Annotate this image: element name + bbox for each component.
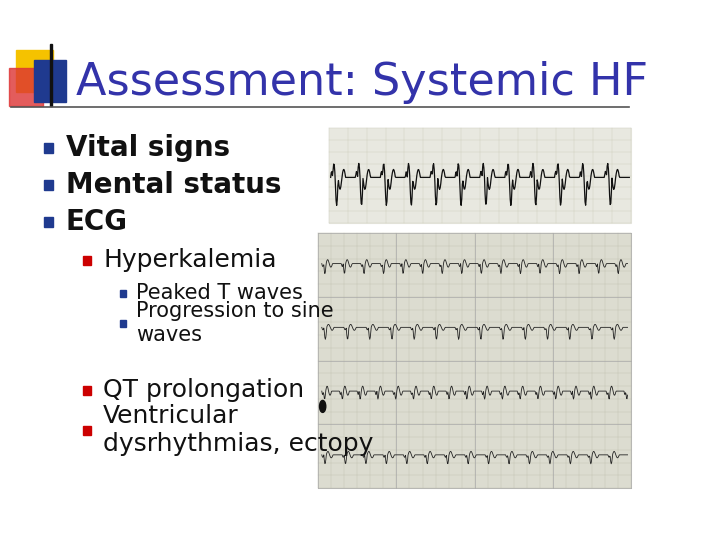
Bar bbox=[83, 386, 91, 395]
Bar bbox=[45, 143, 53, 153]
Text: Hyperkalemia: Hyperkalemia bbox=[103, 248, 276, 272]
Bar bbox=[16, 50, 53, 92]
Bar bbox=[45, 217, 53, 227]
Bar bbox=[318, 233, 631, 488]
Text: ECG: ECG bbox=[66, 208, 127, 236]
Bar bbox=[83, 255, 91, 265]
Ellipse shape bbox=[320, 400, 325, 413]
Text: Assessment: Systemic HF: Assessment: Systemic HF bbox=[76, 60, 648, 104]
Text: Peaked T waves: Peaked T waves bbox=[136, 283, 303, 303]
Bar bbox=[120, 289, 126, 296]
Bar bbox=[9, 68, 42, 106]
Bar bbox=[45, 180, 53, 190]
Text: Mental status: Mental status bbox=[66, 171, 282, 199]
Bar bbox=[329, 128, 631, 223]
Text: QT prolongation: QT prolongation bbox=[103, 378, 305, 402]
Bar bbox=[34, 60, 66, 102]
Bar bbox=[120, 320, 126, 327]
Text: Vital signs: Vital signs bbox=[66, 134, 230, 162]
Bar bbox=[83, 426, 91, 435]
Text: Ventricular
dysrhythmias, ectopy: Ventricular dysrhythmias, ectopy bbox=[103, 404, 374, 456]
Bar bbox=[50, 44, 52, 106]
Text: Progression to sine
waves: Progression to sine waves bbox=[136, 301, 333, 345]
